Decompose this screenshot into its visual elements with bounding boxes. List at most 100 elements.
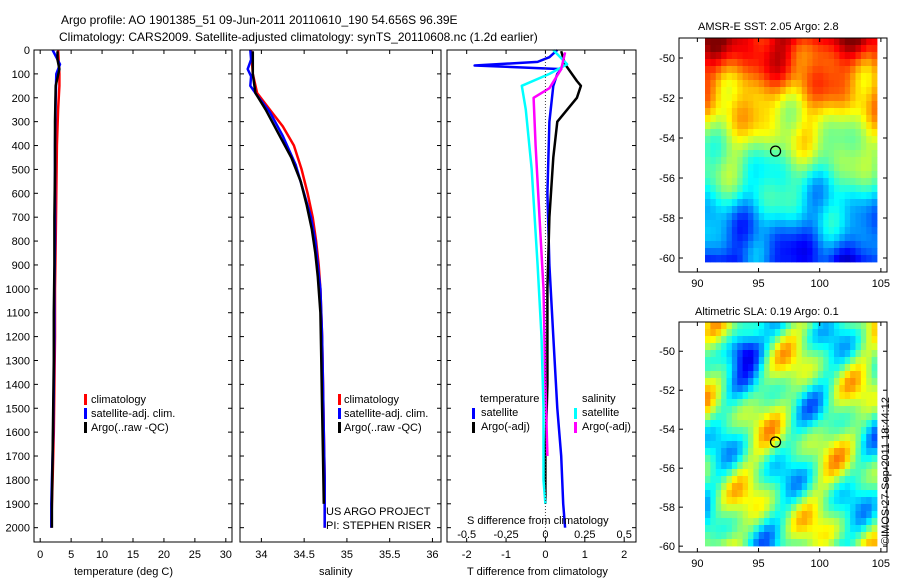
heatmap-cell	[742, 441, 749, 449]
heatmap-cell	[801, 497, 808, 505]
heatmap-cell	[871, 73, 878, 81]
heatmap-cell	[780, 364, 787, 372]
heatmap-cell	[812, 87, 819, 95]
map-y-tick-label: -54	[659, 133, 675, 145]
heatmap-cell	[839, 497, 846, 505]
heatmap-cell	[705, 399, 711, 407]
heatmap-cell	[812, 434, 819, 442]
heatmap-cell	[748, 329, 754, 337]
heatmap-cell	[715, 476, 722, 484]
heatmap-cell	[758, 94, 765, 102]
heatmap-cell	[844, 518, 851, 526]
heatmap-cell	[817, 448, 824, 456]
heatmap-cell	[753, 420, 760, 428]
heatmap-cell	[855, 322, 862, 330]
heatmap-cell	[839, 101, 846, 109]
heatmap-cell	[839, 59, 846, 67]
heatmap-cell	[834, 185, 840, 193]
heatmap-cell	[769, 532, 776, 540]
heatmap-cell	[855, 371, 862, 379]
heatmap-cell	[780, 518, 787, 526]
heatmap-cell	[828, 350, 835, 358]
heatmap-cell	[726, 157, 733, 165]
heatmap-cell	[839, 427, 846, 435]
heatmap-cell	[828, 511, 835, 519]
heatmap-cell	[866, 52, 873, 60]
heatmap-cell	[731, 255, 738, 263]
heatmap-cell	[807, 532, 813, 540]
heatmap-cell	[807, 157, 813, 165]
heatmap-cell	[871, 406, 878, 414]
heatmap-cell	[715, 199, 722, 207]
heatmap-cell	[834, 52, 840, 60]
heatmap-cell	[791, 392, 797, 400]
heatmap-cell	[737, 199, 744, 207]
map-x-tick-label: 100	[811, 278, 829, 290]
heatmap-cell	[753, 143, 760, 151]
heatmap-cell	[801, 52, 808, 60]
heatmap-cell	[721, 38, 727, 46]
heatmap-cell	[737, 504, 744, 512]
heatmap-cell	[769, 185, 776, 193]
heatmap-cell	[764, 476, 770, 484]
heatmap-cell	[758, 525, 765, 533]
heatmap-cell	[731, 322, 738, 330]
heatmap-cell	[780, 185, 787, 193]
heatmap-cell	[748, 462, 754, 470]
heatmap-cell	[791, 441, 797, 449]
heatmap-cell	[774, 45, 781, 53]
heatmap-cell	[860, 329, 867, 337]
heatmap-cell	[705, 371, 711, 379]
heatmap-cell	[823, 171, 830, 179]
heatmap-cell	[850, 38, 856, 46]
heatmap-cell	[817, 255, 824, 263]
heatmap-cell	[817, 399, 824, 407]
heatmap-cell	[737, 539, 744, 547]
heatmap-cell	[726, 178, 733, 186]
heatmap-cell	[801, 441, 808, 449]
heatmap-cell	[742, 322, 749, 330]
heatmap-cell	[764, 371, 770, 379]
heatmap-cell	[785, 350, 792, 358]
heatmap-cell	[774, 455, 781, 463]
heatmap-cell	[774, 199, 781, 207]
heatmap-cell	[780, 248, 787, 256]
legend-label-argo: Argo(..raw -QC)	[344, 422, 422, 434]
heatmap-cell	[817, 220, 824, 228]
heatmap-cell	[817, 122, 824, 130]
heatmap-cell	[780, 66, 787, 74]
heatmap-cell	[737, 213, 744, 221]
heatmap-cell	[860, 490, 867, 498]
heatmap-cell	[758, 350, 765, 358]
heatmap-cell	[828, 164, 835, 172]
heatmap-cell	[801, 462, 808, 470]
heatmap-cell	[871, 322, 878, 330]
heatmap-cell	[705, 94, 711, 102]
heatmap-cell	[812, 476, 819, 484]
heatmap-cell	[844, 427, 851, 435]
heatmap-cell	[844, 45, 851, 53]
heatmap-cell	[764, 59, 770, 67]
heatmap-cell	[780, 385, 787, 393]
heatmap-cell	[721, 329, 727, 337]
heatmap-cell	[742, 462, 749, 470]
heatmap-cell	[860, 220, 867, 228]
heatmap-cell	[715, 94, 722, 102]
heatmap-cell	[710, 392, 717, 400]
heatmap-cell	[855, 525, 862, 533]
heatmap-cell	[844, 234, 851, 242]
heatmap-cell	[796, 455, 803, 463]
sal-tick-label: -0.5	[457, 529, 476, 541]
heatmap-cell	[828, 66, 835, 74]
heatmap-cell	[817, 322, 824, 330]
heatmap-cell	[705, 45, 711, 53]
heatmap-cell	[855, 329, 862, 337]
heatmap-cell	[791, 255, 797, 263]
heatmap-cell	[801, 455, 808, 463]
heatmap-cell	[866, 476, 873, 484]
heatmap-cell	[764, 241, 770, 249]
heatmap-cell	[812, 350, 819, 358]
heatmap-cell	[850, 420, 856, 428]
x-tick-label: 1	[582, 549, 588, 561]
